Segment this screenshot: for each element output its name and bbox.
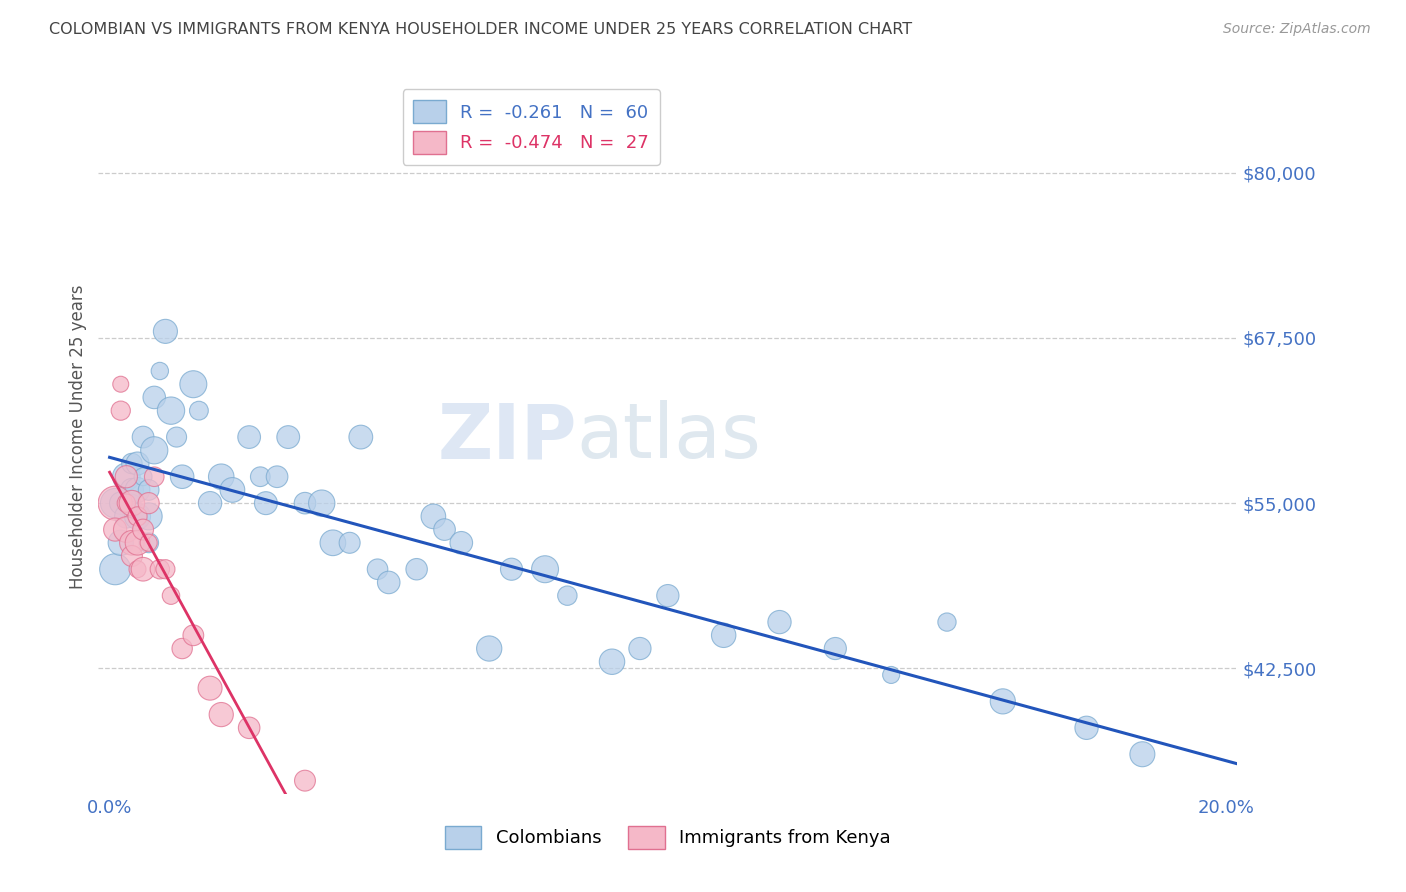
Point	[115, 509, 138, 524]
Point	[254, 496, 277, 510]
Point	[209, 707, 232, 722]
Point	[405, 562, 427, 576]
Point	[713, 628, 735, 642]
Point	[433, 523, 456, 537]
Point	[880, 668, 903, 682]
Point	[187, 403, 209, 417]
Point	[221, 483, 243, 497]
Point	[104, 562, 127, 576]
Point	[149, 364, 172, 378]
Point	[249, 469, 271, 483]
Point	[138, 536, 160, 550]
Point	[121, 457, 143, 471]
Point	[138, 536, 160, 550]
Point	[768, 615, 790, 629]
Point	[138, 483, 160, 497]
Text: COLOMBIAN VS IMMIGRANTS FROM KENYA HOUSEHOLDER INCOME UNDER 25 YEARS CORRELATION: COLOMBIAN VS IMMIGRANTS FROM KENYA HOUSE…	[49, 22, 912, 37]
Point	[149, 562, 172, 576]
Point	[143, 469, 166, 483]
Point	[367, 562, 389, 576]
Point	[266, 469, 288, 483]
Point	[132, 469, 155, 483]
Point	[121, 496, 143, 510]
Point	[936, 615, 959, 629]
Point	[104, 496, 127, 510]
Point	[172, 641, 194, 656]
Point	[991, 694, 1014, 708]
Point	[339, 536, 361, 550]
Point	[104, 496, 127, 510]
Point	[198, 496, 221, 510]
Point	[198, 681, 221, 695]
Point	[121, 549, 143, 563]
Point	[115, 523, 138, 537]
Point	[172, 469, 194, 483]
Point	[138, 496, 160, 510]
Point	[138, 509, 160, 524]
Point	[132, 562, 155, 576]
Point	[209, 469, 232, 483]
Point	[143, 391, 166, 405]
Text: atlas: atlas	[576, 401, 762, 474]
Point	[132, 523, 155, 537]
Point	[183, 628, 205, 642]
Point	[110, 536, 132, 550]
Point	[121, 483, 143, 497]
Point	[557, 589, 579, 603]
Point	[322, 536, 344, 550]
Point	[183, 377, 205, 392]
Point	[422, 509, 444, 524]
Point	[277, 430, 299, 444]
Point	[115, 469, 138, 483]
Point	[377, 575, 399, 590]
Y-axis label: Householder Income Under 25 years: Householder Income Under 25 years	[69, 285, 87, 590]
Point	[110, 403, 132, 417]
Point	[127, 536, 149, 550]
Point	[155, 562, 177, 576]
Point	[350, 430, 373, 444]
Point	[132, 430, 155, 444]
Point	[311, 496, 333, 510]
Point	[166, 430, 188, 444]
Point	[450, 536, 472, 550]
Point	[534, 562, 557, 576]
Point	[121, 536, 143, 550]
Point	[600, 655, 623, 669]
Point	[294, 496, 316, 510]
Point	[115, 496, 138, 510]
Point	[127, 509, 149, 524]
Legend: Colombians, Immigrants from Kenya: Colombians, Immigrants from Kenya	[437, 819, 898, 856]
Point	[127, 457, 149, 471]
Point	[160, 403, 183, 417]
Text: Source: ZipAtlas.com: Source: ZipAtlas.com	[1223, 22, 1371, 37]
Point	[501, 562, 523, 576]
Point	[657, 589, 679, 603]
Point	[110, 496, 132, 510]
Point	[121, 496, 143, 510]
Point	[160, 589, 183, 603]
Point	[824, 641, 846, 656]
Point	[127, 509, 149, 524]
Point	[155, 324, 177, 338]
Point	[238, 430, 260, 444]
Point	[294, 773, 316, 788]
Text: ZIP: ZIP	[437, 401, 576, 474]
Point	[110, 377, 132, 392]
Point	[104, 523, 127, 537]
Point	[127, 483, 149, 497]
Point	[115, 469, 138, 483]
Point	[628, 641, 651, 656]
Point	[1130, 747, 1153, 762]
Point	[127, 562, 149, 576]
Point	[478, 641, 501, 656]
Point	[143, 443, 166, 458]
Point	[1076, 721, 1098, 735]
Point	[238, 721, 260, 735]
